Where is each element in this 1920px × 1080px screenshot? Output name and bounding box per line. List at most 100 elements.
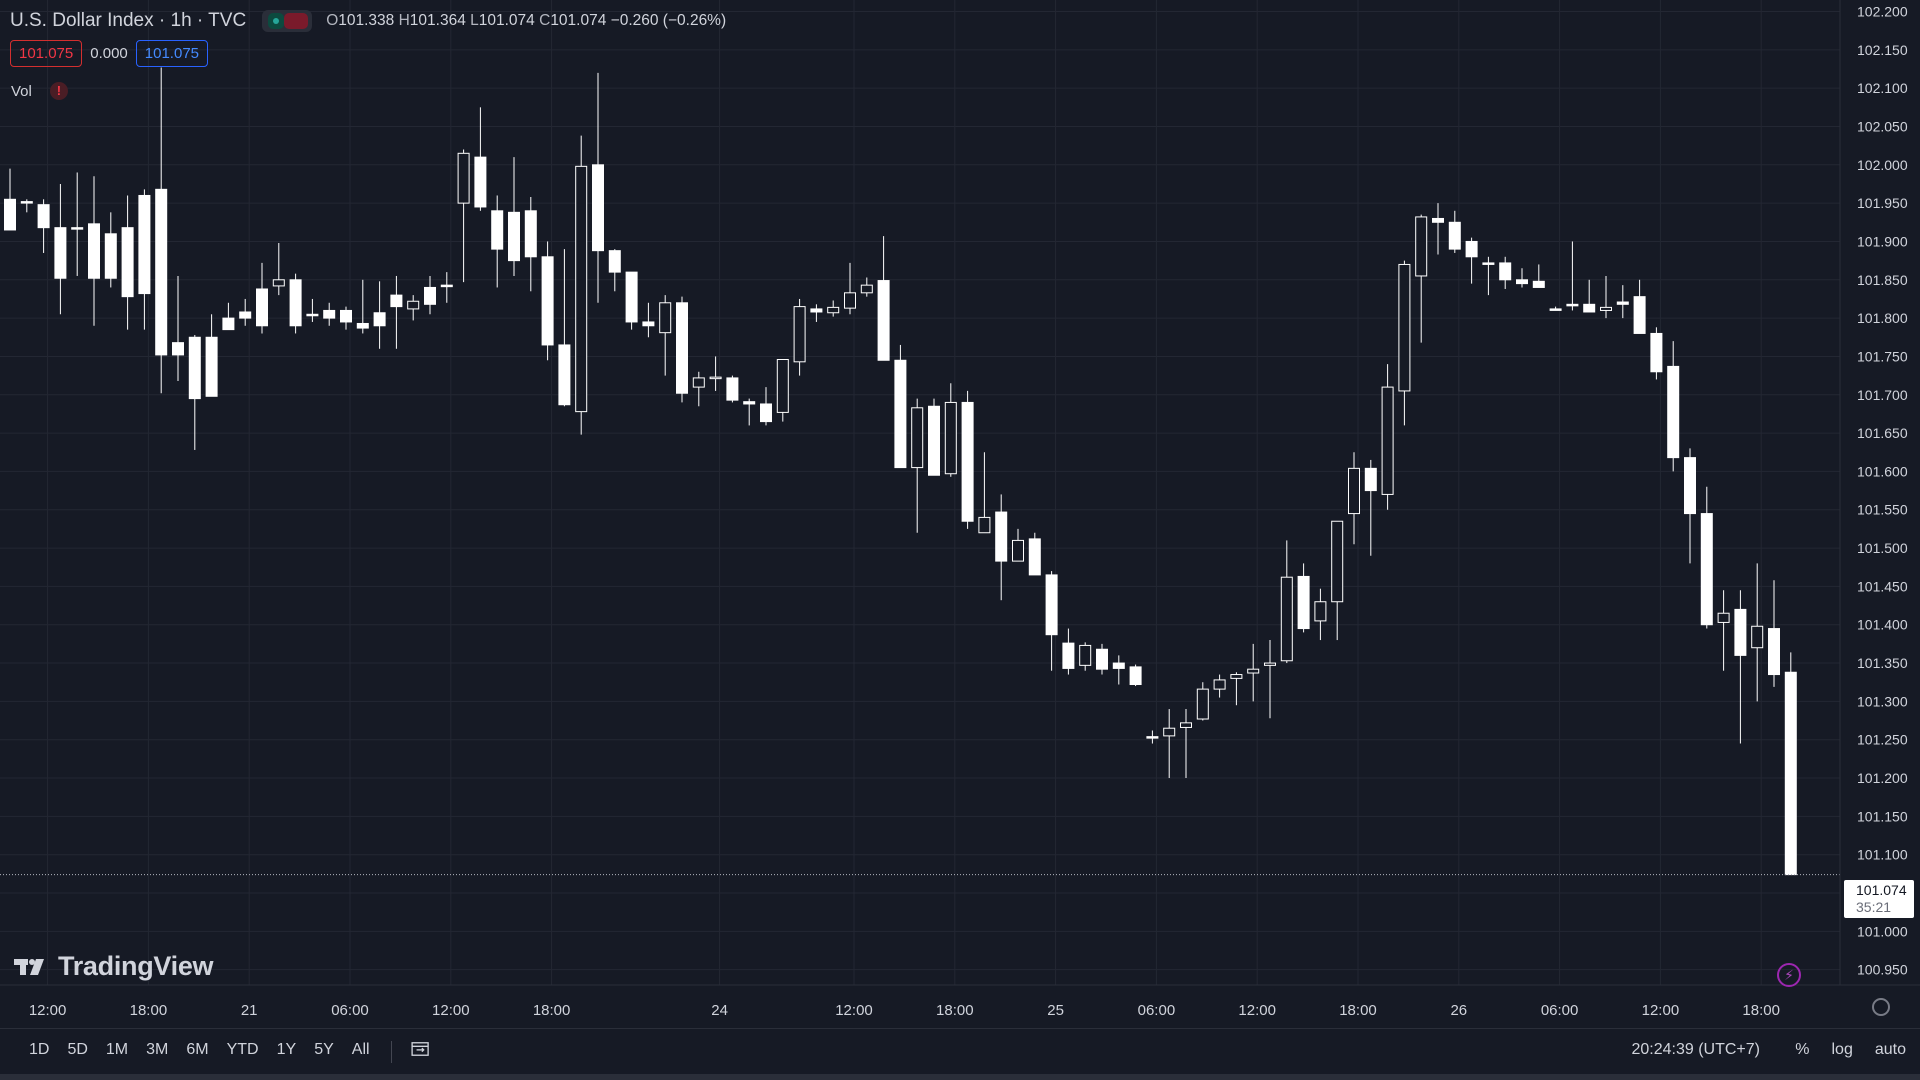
candle[interactable] <box>1751 563 1764 702</box>
candle[interactable] <box>860 277 873 297</box>
candle[interactable] <box>1297 563 1310 633</box>
log-scale-toggle[interactable]: log <box>1831 1041 1853 1058</box>
symbol-title[interactable]: U.S. Dollar Index · 1h · TVC <box>10 10 247 31</box>
visibility-toggle[interactable] <box>262 10 313 32</box>
candle[interactable] <box>1717 590 1730 671</box>
candle[interactable] <box>407 295 420 321</box>
candle[interactable] <box>541 241 554 361</box>
volume-label[interactable]: Vol <box>11 82 32 100</box>
candle[interactable] <box>1280 540 1293 664</box>
candle[interactable] <box>272 242 285 296</box>
range-1m[interactable]: 1M <box>105 1041 129 1058</box>
candle[interactable] <box>256 262 268 334</box>
candle[interactable] <box>1398 260 1411 426</box>
candle[interactable] <box>961 390 974 529</box>
candle[interactable] <box>239 298 252 326</box>
candle[interactable] <box>71 172 84 276</box>
candle[interactable] <box>1364 459 1377 556</box>
candle[interactable] <box>1112 655 1125 685</box>
candle[interactable] <box>440 272 453 303</box>
candle[interactable] <box>524 197 537 292</box>
candle[interactable] <box>1062 628 1075 675</box>
candle[interactable] <box>1129 664 1142 687</box>
candle[interactable] <box>1684 448 1696 564</box>
candle[interactable] <box>1314 588 1327 641</box>
range-5d[interactable]: 5D <box>67 1041 88 1058</box>
candle[interactable] <box>356 279 369 334</box>
candle[interactable] <box>1499 256 1512 289</box>
candle[interactable] <box>390 275 403 349</box>
candle[interactable] <box>306 298 319 322</box>
candle[interactable] <box>1381 364 1394 510</box>
candle[interactable] <box>1045 571 1058 671</box>
candle[interactable] <box>1163 709 1176 779</box>
candle[interactable] <box>827 300 840 317</box>
candle[interactable] <box>1028 532 1041 576</box>
candle[interactable] <box>474 107 487 211</box>
candle[interactable] <box>188 334 201 450</box>
candle[interactable] <box>760 387 772 426</box>
candle[interactable] <box>1247 643 1260 702</box>
range-3m[interactable]: 3M <box>146 1041 169 1058</box>
range-all[interactable]: All <box>351 1041 370 1058</box>
candle[interactable] <box>625 271 638 330</box>
candle[interactable] <box>424 275 436 315</box>
candle[interactable] <box>676 296 688 403</box>
range-5y[interactable]: 5Y <box>314 1041 334 1058</box>
candle[interactable] <box>1784 652 1797 876</box>
candle[interactable] <box>20 199 33 213</box>
candle[interactable] <box>323 302 336 326</box>
candle[interactable] <box>1230 672 1243 706</box>
candle[interactable] <box>1264 640 1276 719</box>
candle[interactable] <box>121 195 134 330</box>
candle[interactable] <box>692 371 705 407</box>
candle[interactable] <box>1532 264 1545 288</box>
candle[interactable] <box>793 298 806 376</box>
candle[interactable] <box>894 344 907 469</box>
candle[interactable] <box>1566 241 1579 311</box>
auto-scale-toggle[interactable]: auto <box>1874 1041 1906 1058</box>
candle[interactable] <box>911 398 924 533</box>
candle[interactable] <box>88 176 100 326</box>
candle[interactable] <box>592 72 604 303</box>
candle[interactable] <box>1180 709 1192 779</box>
candle[interactable] <box>944 383 957 477</box>
candle[interactable] <box>978 452 991 534</box>
timezone-clock[interactable]: 20:24:39 (UTC+7) <box>1631 1041 1760 1058</box>
candle[interactable] <box>373 281 386 349</box>
candle[interactable] <box>54 183 67 315</box>
lightning-icon[interactable]: ⚡ <box>1777 963 1801 987</box>
candle[interactable] <box>1146 730 1159 744</box>
candle[interactable] <box>1734 590 1747 744</box>
candle[interactable] <box>1448 210 1461 253</box>
price-chart[interactable]: 102.200 102.150 102.100 102.050 102.000 101.9… <box>0 0 1920 1028</box>
range-ytd[interactable]: YTD <box>226 1041 259 1058</box>
candle[interactable] <box>340 306 352 330</box>
candle[interactable] <box>1415 214 1428 343</box>
candle[interactable] <box>104 212 117 288</box>
time-scale[interactable]: 12:00 18:00 21 06:00 12:00 18:00 24 12:00 18:00 2… <box>29 1002 1780 1019</box>
candle[interactable] <box>457 149 470 283</box>
candle[interactable] <box>1633 279 1646 334</box>
candle[interactable] <box>155 67 168 394</box>
candle[interactable] <box>37 199 50 253</box>
candle[interactable] <box>222 302 235 331</box>
candle[interactable] <box>608 249 621 292</box>
candle[interactable] <box>491 195 504 288</box>
candle[interactable] <box>1096 643 1108 675</box>
candle[interactable] <box>1213 674 1226 698</box>
candle[interactable] <box>138 189 151 330</box>
candle[interactable] <box>1667 341 1680 472</box>
tradingview-logo[interactable]: TradingView <box>14 951 214 982</box>
candle[interactable] <box>1331 520 1344 641</box>
candle[interactable] <box>575 135 588 435</box>
calendar-range-icon[interactable] <box>410 1041 432 1057</box>
settings-gear-icon[interactable] <box>1872 998 1890 1016</box>
candle[interactable] <box>1465 237 1478 284</box>
candles[interactable] <box>4 67 1797 876</box>
percent-scale-toggle[interactable]: % <box>1795 1041 1810 1058</box>
buy-price-button[interactable]: 101.075 <box>135 40 209 67</box>
candle[interactable] <box>1616 285 1629 319</box>
candle[interactable] <box>1516 268 1528 288</box>
candle[interactable] <box>1079 642 1092 671</box>
